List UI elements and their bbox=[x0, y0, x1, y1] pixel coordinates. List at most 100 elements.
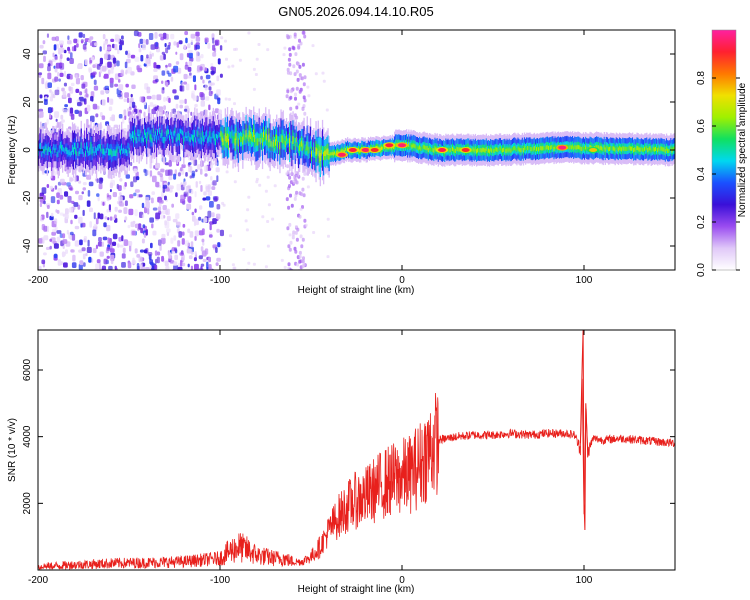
figure-title: GN05.2026.094.14.10.R05 bbox=[278, 4, 433, 19]
noise-cell bbox=[156, 94, 162, 101]
noise-cell bbox=[89, 207, 93, 213]
y-tick-label: 0 bbox=[22, 147, 33, 153]
noise-cell bbox=[92, 248, 97, 254]
noise-cell bbox=[166, 231, 170, 236]
ridge-cell bbox=[220, 130, 222, 137]
snr-frame bbox=[37, 329, 676, 571]
ridge-cell bbox=[164, 137, 166, 142]
ridge-cell bbox=[226, 133, 229, 142]
noise-cell bbox=[50, 212, 54, 217]
noise-cell bbox=[246, 208, 250, 212]
ridge-cell bbox=[494, 147, 496, 152]
ridge-cell bbox=[663, 147, 665, 152]
ridge-cell bbox=[197, 131, 199, 138]
ridge-cell bbox=[148, 127, 150, 135]
noise-cell bbox=[247, 31, 251, 35]
ridge-cell bbox=[618, 146, 621, 151]
colorbar-gradient bbox=[711, 29, 737, 271]
noise-cell bbox=[159, 244, 162, 251]
noise-cell bbox=[210, 82, 215, 86]
ridge-cell bbox=[325, 150, 327, 157]
ridge-cell bbox=[641, 147, 644, 152]
noise-cell bbox=[78, 32, 83, 38]
noise-cell bbox=[109, 248, 115, 253]
ridge-cell bbox=[554, 144, 556, 149]
noise-cell bbox=[174, 95, 179, 100]
ridge-cell bbox=[539, 146, 541, 151]
noise-cell bbox=[188, 162, 192, 166]
noise-cell bbox=[312, 231, 316, 234]
noise-cell bbox=[211, 186, 216, 190]
noise-cell bbox=[142, 43, 146, 51]
ridge-cell bbox=[105, 148, 107, 153]
ridge-cell bbox=[531, 147, 533, 152]
noise-cell bbox=[165, 64, 168, 68]
noise-cell bbox=[55, 62, 61, 69]
ridge-cell bbox=[109, 149, 111, 156]
noise-cell bbox=[212, 37, 215, 44]
ridge-cell bbox=[269, 138, 271, 147]
ridge-cell bbox=[93, 151, 95, 156]
ridge-cell bbox=[305, 145, 307, 152]
ridge-cell bbox=[129, 133, 131, 139]
noise-cell bbox=[198, 216, 202, 221]
ridge-cell bbox=[434, 146, 436, 151]
noise-cell bbox=[288, 52, 292, 57]
noise-cell bbox=[118, 196, 123, 202]
noise-cell bbox=[144, 169, 148, 177]
ridge-cell bbox=[548, 145, 550, 151]
ridge-cell bbox=[261, 138, 264, 146]
noise-cell bbox=[47, 72, 52, 80]
ridge-cell bbox=[145, 132, 147, 138]
ridge-cell bbox=[489, 149, 491, 154]
noise-cell bbox=[183, 108, 188, 112]
ridge-cell bbox=[287, 138, 289, 144]
noise-cell bbox=[104, 216, 108, 220]
noise-cell bbox=[134, 189, 140, 193]
noise-cell bbox=[217, 242, 221, 248]
noise-cell bbox=[293, 32, 297, 37]
ridge-cell bbox=[188, 136, 190, 142]
noise-cell bbox=[157, 171, 161, 176]
ridge-cell bbox=[499, 146, 502, 151]
noise-cell bbox=[98, 183, 103, 190]
noise-cell bbox=[198, 180, 202, 185]
noise-cell bbox=[116, 35, 121, 39]
noise-cell bbox=[68, 86, 72, 92]
ridge-cell bbox=[555, 146, 557, 151]
noise-cell bbox=[216, 257, 221, 262]
noise-cell bbox=[219, 229, 224, 237]
noise-cell bbox=[200, 54, 204, 59]
noise-cell bbox=[106, 255, 110, 259]
noise-cell bbox=[118, 236, 122, 242]
ridge-cell bbox=[315, 147, 317, 156]
ridge-cell bbox=[162, 137, 164, 144]
ridge-cell bbox=[130, 134, 133, 141]
noise-cell bbox=[92, 64, 96, 68]
noise-cell bbox=[121, 253, 126, 259]
noise-cell bbox=[242, 248, 246, 251]
noise-cell bbox=[73, 45, 77, 52]
noise-cell bbox=[287, 57, 291, 62]
noise-cell bbox=[154, 250, 158, 256]
noise-cell bbox=[87, 190, 91, 197]
ridge-cell bbox=[606, 145, 609, 150]
noise-cell bbox=[121, 262, 126, 268]
ridge-cell bbox=[170, 129, 172, 135]
noise-cell bbox=[151, 191, 155, 195]
noise-cell bbox=[130, 181, 134, 188]
noise-cell bbox=[87, 239, 90, 247]
ridge-cell bbox=[596, 144, 598, 149]
noise-cell bbox=[122, 117, 125, 124]
noise-cell bbox=[155, 162, 160, 169]
ridge-cell bbox=[59, 142, 62, 149]
noise-cell bbox=[285, 172, 289, 176]
noise-cell bbox=[288, 222, 292, 227]
ridge-cell bbox=[664, 149, 667, 154]
noise-cell bbox=[99, 251, 104, 257]
noise-cell bbox=[155, 258, 158, 264]
noise-cell bbox=[175, 51, 178, 55]
ridge-cell bbox=[320, 149, 323, 156]
noise-cell bbox=[267, 203, 271, 207]
noise-cell bbox=[194, 84, 197, 91]
